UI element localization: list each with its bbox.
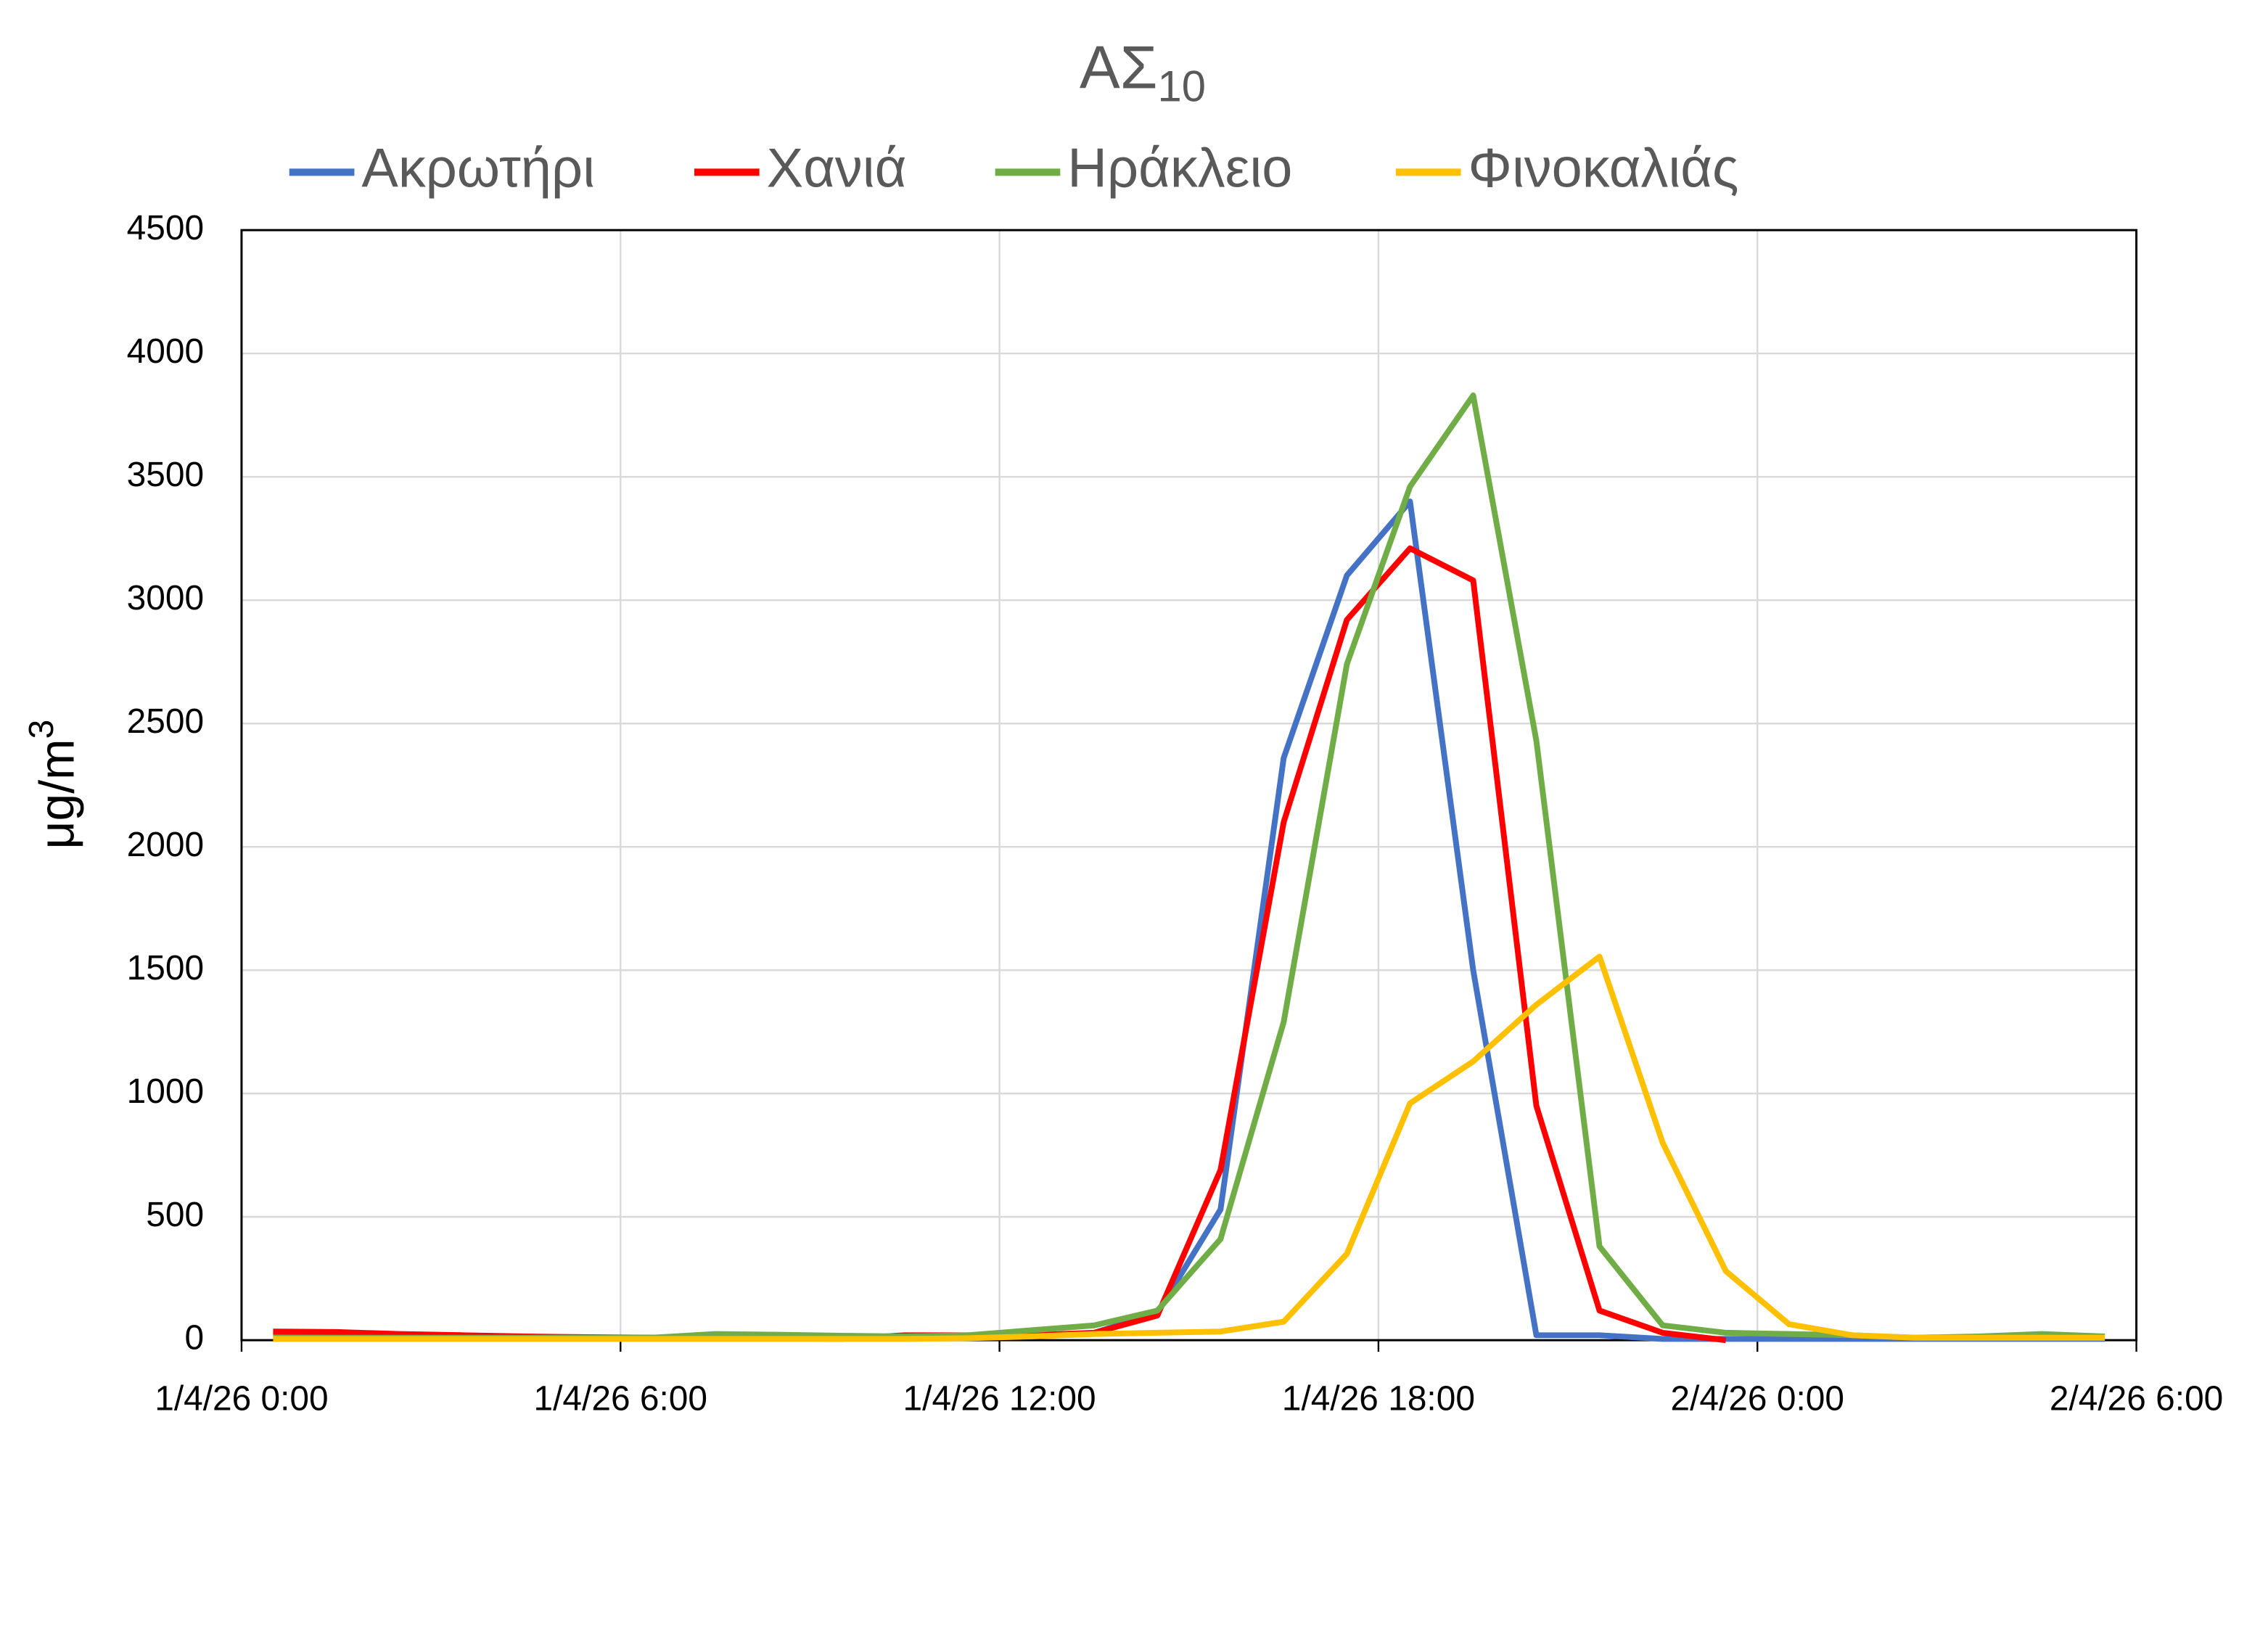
y-tick-label: 500	[146, 1196, 204, 1234]
x-tick-label: 2/4/26 6:00	[2050, 1380, 2223, 1418]
x-tick-label: 2/4/26 0:00	[1671, 1380, 1844, 1418]
y-tick-label: 3500	[127, 456, 204, 494]
legend-label: Φινοκαλιάς	[1468, 137, 1739, 199]
y-tick-label: 1500	[127, 949, 204, 987]
y-tick-label: 1000	[127, 1072, 204, 1111]
y-tick-label: 4500	[127, 209, 204, 247]
title-text: ΑΣ	[1080, 33, 1158, 102]
y-tick-label: 2500	[127, 702, 204, 741]
ylabel-superscript: 3	[22, 720, 60, 739]
x-tick-label: 1/4/26 18:00	[1282, 1380, 1475, 1418]
x-tick-label: 1/4/26 6:00	[534, 1380, 707, 1418]
y-tick-label: 2000	[127, 826, 204, 864]
y-tick-label: 3000	[127, 579, 204, 617]
title-subscript: 10	[1158, 62, 1207, 110]
x-tick-label: 1/4/26 0:00	[155, 1380, 328, 1418]
y-tick-label: 4000	[127, 332, 204, 371]
series-line	[273, 953, 2105, 1342]
ylabel-text: μg/m	[30, 739, 85, 849]
legend-label: Ηράκλειο	[1067, 137, 1292, 199]
y-tick-label: 0	[184, 1319, 204, 1358]
chart-title: ΑΣ10	[1080, 33, 1206, 111]
x-tick-label: 1/4/26 12:00	[903, 1380, 1096, 1418]
y-axis-label: μg/m3	[22, 720, 84, 850]
plot-border	[240, 229, 2138, 1342]
legend-label: Ακρωτήρι	[361, 137, 595, 199]
legend-label: Χανιά	[767, 137, 907, 199]
